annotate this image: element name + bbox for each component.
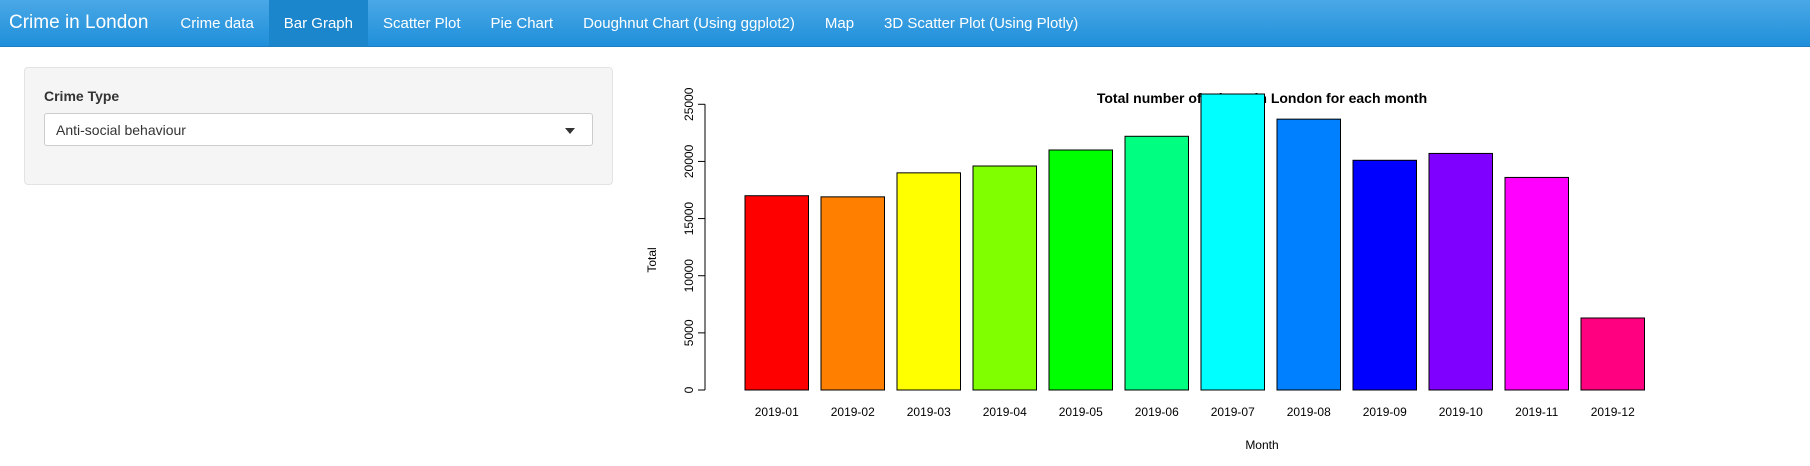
tab-bar-graph[interactable]: Bar Graph xyxy=(268,0,368,46)
crime-type-selected-value: Anti-social behaviour xyxy=(56,122,186,138)
bar-chart: Total number of crimes in London for eac… xyxy=(645,87,1645,452)
bar-2019-08 xyxy=(1276,118,1341,391)
y-tick-label: 10000 xyxy=(682,259,696,293)
app-brand[interactable]: Crime in London xyxy=(9,12,149,33)
tab-crime-data[interactable]: Crime data xyxy=(180,14,254,32)
y-tick-label: 5000 xyxy=(682,319,696,346)
x-tick-label: 2019-02 xyxy=(831,405,875,419)
tab-scatter-plot[interactable]: Scatter Plot xyxy=(382,14,461,32)
bar-2019-01 xyxy=(744,195,809,391)
y-tick-label: 20000 xyxy=(682,144,696,178)
x-tick-label: 2019-07 xyxy=(1211,405,1255,419)
x-tick-label: 2019-08 xyxy=(1287,405,1331,419)
x-tick-label: 2019-03 xyxy=(907,405,951,419)
y-axis: 0 5000 10000 15000 20000 25000 xyxy=(682,87,706,393)
bar-2019-03 xyxy=(896,172,961,391)
tab-doughnut-chart[interactable]: Doughnut Chart (Using ggplot2) xyxy=(583,14,795,32)
sidebar-panel: Crime Type Anti-social behaviour xyxy=(24,67,613,185)
y-tick-label: 15000 xyxy=(682,202,696,236)
tab-pie-chart[interactable]: Pie Chart xyxy=(490,14,554,32)
x-tick-label: 2019-01 xyxy=(755,405,799,419)
bar-2019-07 xyxy=(1200,93,1265,391)
y-tick-label: 25000 xyxy=(682,87,696,121)
bar-2019-06 xyxy=(1124,135,1189,391)
y-axis-label: Total xyxy=(645,247,659,272)
x-tick-label: 2019-12 xyxy=(1591,405,1635,419)
chevron-down-icon xyxy=(565,128,575,134)
crime-type-select[interactable]: Anti-social behaviour xyxy=(44,113,593,146)
x-axis-label: Month xyxy=(1245,438,1278,452)
bar-2019-09 xyxy=(1352,159,1417,391)
x-tick-label: 2019-10 xyxy=(1439,405,1483,419)
x-tick-label: 2019-04 xyxy=(983,405,1027,419)
navbar: Crime in London Crime data Bar Graph Sca… xyxy=(0,0,1810,47)
tab-map[interactable]: Map xyxy=(824,14,855,32)
bars xyxy=(744,93,1645,391)
bar-2019-12 xyxy=(1580,317,1645,391)
bar-2019-11 xyxy=(1504,176,1569,391)
x-tick-label: 2019-11 xyxy=(1515,405,1558,419)
x-tick-label: 2019-06 xyxy=(1135,405,1179,419)
bar-2019-05 xyxy=(1048,149,1113,391)
x-tick-label: 2019-09 xyxy=(1363,405,1407,419)
bar-2019-10 xyxy=(1428,152,1493,391)
bar-2019-04 xyxy=(972,165,1037,391)
x-tick-labels: 2019-01 2019-02 2019-03 2019-04 2019-05 2019-… xyxy=(755,405,1635,419)
crime-type-label: Crime Type xyxy=(44,88,120,104)
tab-3d-scatter-plot[interactable]: 3D Scatter Plot (Using Plotly) xyxy=(884,14,1079,32)
y-tick-label: 0 xyxy=(682,386,696,393)
x-tick-label: 2019-05 xyxy=(1059,405,1103,419)
bar-2019-02 xyxy=(820,196,885,391)
